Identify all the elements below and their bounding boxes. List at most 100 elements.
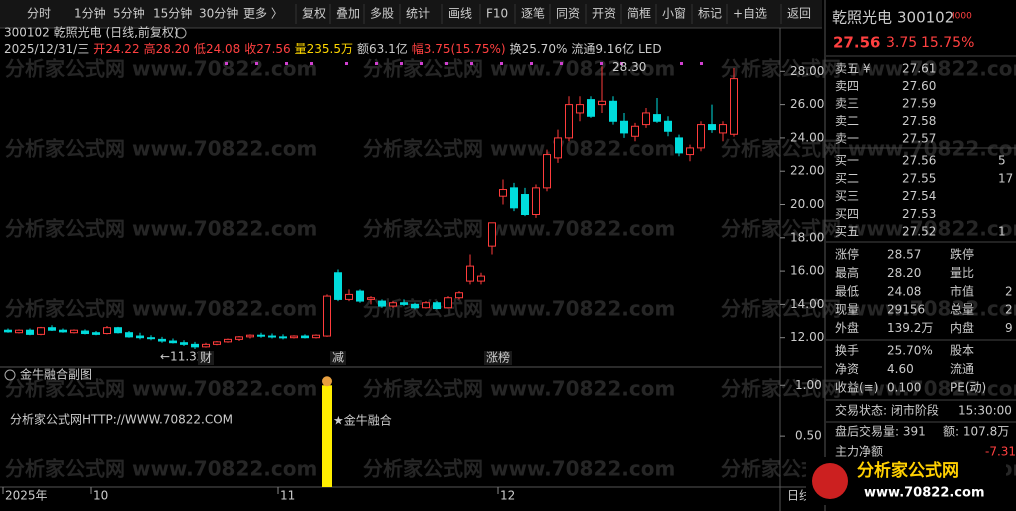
toolbar-button[interactable]: 同资 bbox=[556, 7, 580, 21]
quote-cell: 139.2万 bbox=[887, 321, 933, 335]
candle-body bbox=[521, 194, 529, 215]
marker-dot bbox=[620, 62, 623, 65]
marker-dot bbox=[560, 62, 563, 65]
period-tab[interactable]: 更多 〉 bbox=[243, 7, 283, 21]
event-badge bbox=[484, 351, 512, 365]
candle-body bbox=[312, 334, 320, 339]
candle-body bbox=[543, 154, 551, 189]
toolbar-button[interactable]: +自选 bbox=[733, 7, 767, 21]
info-item: LED bbox=[638, 42, 662, 56]
quote-cell: 27.52 bbox=[902, 225, 936, 239]
watermark: 分析家公式网 www.70822.com bbox=[5, 57, 317, 81]
toolbar-button[interactable]: 逐笔 bbox=[521, 6, 545, 21]
candle-body bbox=[444, 297, 452, 309]
status: 15:30:00 bbox=[958, 404, 1012, 418]
toolbar-button[interactable]: 多股 bbox=[370, 7, 394, 21]
candle-body bbox=[180, 342, 188, 345]
candle-body bbox=[378, 300, 386, 307]
toolbar-button[interactable]: 简框 bbox=[627, 7, 651, 21]
info-item: 换25.70% bbox=[510, 42, 568, 56]
y-tick-label: 26.00 bbox=[790, 97, 824, 111]
watermark: 分析家公式网HTTP://WWW.70822.COM bbox=[10, 412, 233, 427]
toolbar-button[interactable]: 叠加 bbox=[336, 7, 360, 21]
candle-body bbox=[213, 341, 221, 345]
candle-body bbox=[290, 335, 298, 339]
quote-cell: 总量 bbox=[950, 303, 974, 317]
period-tab[interactable]: 1分钟 bbox=[74, 6, 106, 21]
toolbar-button[interactable]: 标记 bbox=[698, 7, 722, 21]
marker-dot bbox=[530, 62, 533, 65]
pct: 15.75% bbox=[921, 35, 974, 51]
candle-body bbox=[70, 329, 78, 334]
logo-url: www.70822.com bbox=[864, 486, 985, 501]
candle-body bbox=[323, 295, 331, 337]
quote-cell: 买五 bbox=[835, 225, 859, 239]
quote-cell: 1 bbox=[998, 225, 1006, 239]
toolbar-button[interactable]: F10 bbox=[486, 7, 508, 21]
toolbar-button[interactable]: 画线 bbox=[448, 7, 472, 21]
quote-cell: 卖一 bbox=[835, 132, 859, 146]
panel-icon[interactable] bbox=[4, 369, 16, 381]
quote-cell: 股本 bbox=[950, 344, 974, 358]
quote-cell: 最低 bbox=[835, 284, 859, 298]
event-badge bbox=[330, 351, 346, 365]
marker-dot bbox=[310, 62, 313, 65]
watermark: 分析家公式网 www.70822.com bbox=[363, 57, 675, 81]
y-tick-label: 20.00 bbox=[790, 197, 824, 211]
quote-cell: 卖二 bbox=[835, 114, 859, 128]
y-tick-label: 1.00 bbox=[795, 378, 822, 392]
stock-name: 乾照光电 bbox=[832, 9, 892, 27]
marker-dot bbox=[500, 62, 503, 65]
period-tab[interactable]: 分时 bbox=[27, 7, 51, 21]
watermark: 分析家公式网 www.70822.com bbox=[5, 137, 317, 161]
y-tick-label: 28.00 bbox=[790, 64, 824, 78]
candle-body bbox=[686, 147, 694, 156]
marker-dot bbox=[600, 62, 603, 65]
candle-body bbox=[26, 329, 34, 335]
stock-code: 300102 bbox=[897, 9, 954, 27]
period-tab[interactable]: 15分钟 bbox=[153, 6, 192, 21]
candle-body bbox=[268, 335, 276, 338]
marker-dot bbox=[345, 62, 348, 65]
quote-cell: 24.08 bbox=[887, 284, 921, 298]
watermark: 分析家公式网 www.70822.com bbox=[721, 377, 1016, 401]
candle-body bbox=[125, 332, 133, 338]
candle-body bbox=[389, 302, 397, 307]
after-hours: 盘后交易量: 391 bbox=[835, 424, 926, 439]
period-tab[interactable]: 5分钟 bbox=[113, 6, 145, 21]
toolbar-button[interactable]: 开资 bbox=[592, 7, 616, 21]
quote-cell: 现量 bbox=[835, 303, 859, 317]
panel-icon[interactable] bbox=[175, 27, 187, 39]
sub-title: 金牛融合副图 bbox=[20, 367, 92, 382]
top-markers bbox=[225, 62, 703, 65]
event-label: 财 bbox=[200, 351, 212, 365]
candle-body bbox=[15, 329, 23, 334]
quote-cell: 外盘 bbox=[835, 320, 859, 335]
info-item: 额63.1亿 bbox=[357, 41, 408, 56]
candle-body bbox=[499, 189, 507, 197]
toolbar-button[interactable]: 统计 bbox=[406, 7, 430, 21]
quote-cell: 27.57 bbox=[902, 132, 936, 146]
quote-cell: 17 bbox=[998, 171, 1013, 185]
annotation: 28.30 bbox=[612, 60, 646, 74]
quote-cell: 2 bbox=[1005, 284, 1013, 298]
toolbar-button[interactable]: 返回 bbox=[787, 7, 811, 21]
info-item: 2025/12/31/三 bbox=[4, 42, 89, 56]
candle-body bbox=[510, 187, 518, 209]
quote-cell: 换手 bbox=[835, 344, 859, 358]
change: 3.75 bbox=[886, 35, 917, 51]
quote-cell: 25.70% bbox=[887, 344, 933, 358]
candle-body bbox=[642, 112, 650, 126]
candle-body bbox=[356, 290, 364, 302]
quote-cell: 流通 bbox=[950, 362, 974, 376]
marker-dot bbox=[400, 62, 403, 65]
watermark: 分析家公式网 www.70822.com bbox=[363, 217, 675, 241]
info-line: 2025/12/31/三 开24.22 高28.20 低24.08 收27.56 量235… bbox=[4, 41, 662, 56]
candle-body bbox=[334, 272, 342, 300]
candle-body bbox=[103, 327, 111, 335]
main-flow: 主力净额 bbox=[835, 445, 883, 459]
toolbar-button[interactable]: 复权 bbox=[302, 7, 326, 21]
logo-title: 分析家公式网 bbox=[857, 460, 959, 481]
toolbar-button[interactable]: 小窗 bbox=[662, 7, 686, 21]
period-tab[interactable]: 30分钟 bbox=[199, 6, 238, 21]
